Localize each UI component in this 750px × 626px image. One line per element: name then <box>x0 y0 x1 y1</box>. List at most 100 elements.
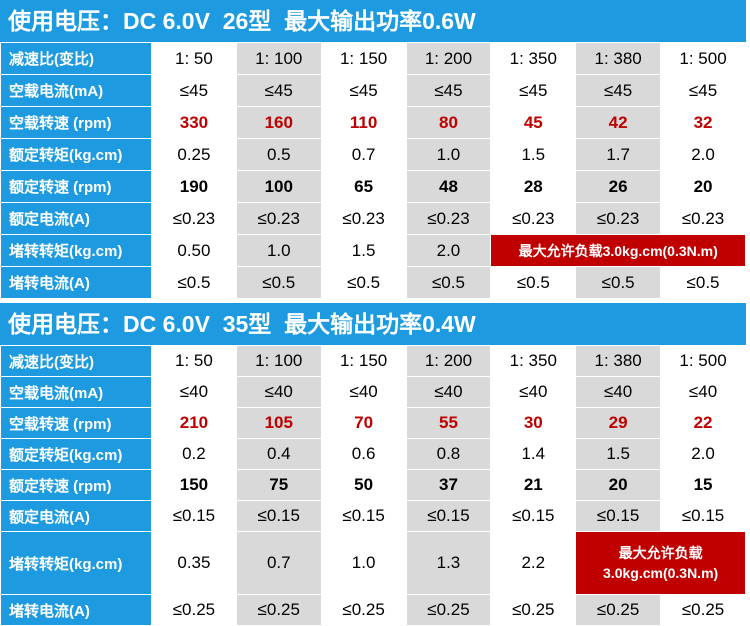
table-cell: 0.7 <box>235 531 322 595</box>
table-cell: 1: 200 <box>405 345 492 377</box>
table-cell: 0.35 <box>151 531 237 595</box>
section-title: 使用电压：DC 6.0V 35型 最大输出功率0.4W <box>0 303 746 345</box>
table-cell: 15 <box>660 469 746 501</box>
note-line: 3.0kg.cm(0.3N.m) <box>603 565 719 581</box>
table-row: 额定转速 (rpm) 150 75 50 37 21 20 15 <box>0 469 746 501</box>
row-label: 减速比(变比) <box>0 42 152 75</box>
table-cell: 42 <box>575 106 662 139</box>
spec-table: 减速比(变比) 1: 50 1: 100 1: 150 1: 200 1: 350 1: 3… <box>0 345 746 626</box>
table-cell: ≤0.5 <box>320 266 407 299</box>
table-row: 堵转转矩(kg.cm) 0.35 0.7 1.0 1.3 2.2 最大允许负载 3.0kg.c… <box>0 531 746 595</box>
row-label: 空载转速 (rpm) <box>0 106 152 139</box>
note-line: 最大允许负载 <box>618 545 703 561</box>
table-row: 减速比(变比) 1: 50 1: 100 1: 150 1: 200 1: 350 1: 3… <box>0 42 746 75</box>
table-cell: ≤40 <box>575 376 662 408</box>
table-cell: 1.5 <box>320 234 407 267</box>
max-load-note: 最大允许负载 3.0kg.cm(0.3N.m) <box>575 531 746 595</box>
row-label: 额定转矩(kg.cm) <box>0 138 152 171</box>
table-cell: 1.4 <box>490 438 577 470</box>
table-cell: 1: 500 <box>660 345 746 377</box>
table-cell: 1: 380 <box>575 345 662 377</box>
table-cell: 21 <box>490 469 577 501</box>
table-cell: 45 <box>490 106 577 139</box>
table-cell: 2.0 <box>660 138 746 171</box>
table-cell: 0.7 <box>320 138 407 171</box>
table-cell: 1.5 <box>490 138 577 171</box>
table-cell: ≤40 <box>405 376 492 408</box>
table-cell: 65 <box>320 170 407 203</box>
table-cell: ≤0.23 <box>490 202 577 235</box>
table-cell: ≤0.23 <box>320 202 407 235</box>
table-cell: 80 <box>405 106 492 139</box>
table-cell: ≤0.5 <box>235 266 322 299</box>
table-cell: 75 <box>235 469 322 501</box>
table-cell: 0.4 <box>235 438 322 470</box>
table-cell: 1: 150 <box>320 42 407 75</box>
table-cell: 160 <box>235 106 322 139</box>
table-cell: 1: 150 <box>320 345 407 377</box>
row-label: 减速比(变比) <box>0 345 152 377</box>
table-cell: ≤40 <box>490 376 577 408</box>
table-cell: 0.2 <box>151 438 237 470</box>
table-cell: 48 <box>405 170 492 203</box>
table-cell: ≤0.15 <box>405 500 492 532</box>
table-row: 空载转速 (rpm) 210 105 70 55 30 29 22 <box>0 407 746 439</box>
table-cell: ≤0.15 <box>151 500 237 532</box>
table-cell: ≤40 <box>320 376 407 408</box>
table-cell: 1: 350 <box>490 345 577 377</box>
table-cell: ≤45 <box>320 74 407 107</box>
table-cell: 22 <box>660 407 746 439</box>
table-cell: ≤45 <box>151 74 237 107</box>
table-cell: ≤45 <box>235 74 322 107</box>
note-line: 最大允许负载3.0kg.cm(0.3N.m) <box>518 242 718 259</box>
row-label: 额定电流(A) <box>0 202 152 235</box>
table-cell: 0.5 <box>235 138 322 171</box>
table-cell: 1.0 <box>235 234 322 267</box>
row-label: 堵转电流(A) <box>0 594 152 626</box>
row-label: 额定转速 (rpm) <box>0 170 152 203</box>
table-cell: 1: 50 <box>151 42 237 75</box>
table-cell: 1: 200 <box>405 42 492 75</box>
table-cell: ≤0.25 <box>575 594 662 626</box>
table-row: 额定转矩(kg.cm) 0.2 0.4 0.6 0.8 1.4 1.5 2.0 <box>0 438 746 470</box>
table-cell: ≤40 <box>660 376 746 408</box>
table-cell: 2.2 <box>490 531 577 595</box>
table-cell: 100 <box>235 170 322 203</box>
table-cell: 30 <box>490 407 577 439</box>
table-cell: 210 <box>151 407 237 439</box>
table-cell: ≤0.15 <box>660 500 746 532</box>
row-label: 空载电流(mA) <box>0 376 152 408</box>
table-cell: ≤40 <box>151 376 237 408</box>
table-cell: ≤0.25 <box>235 594 322 626</box>
table-cell: 0.50 <box>151 234 237 267</box>
table-row: 额定转矩(kg.cm) 0.25 0.5 0.7 1.0 1.5 1.7 2.0 <box>0 138 746 171</box>
table-cell: 26 <box>575 170 662 203</box>
table-cell: ≤45 <box>490 74 577 107</box>
table-cell: ≤0.23 <box>151 202 237 235</box>
table-cell: ≤0.15 <box>490 500 577 532</box>
table-cell: ≤0.25 <box>405 594 492 626</box>
table-cell: ≤45 <box>405 74 492 107</box>
table-cell: 1: 100 <box>235 345 322 377</box>
table-cell: ≤0.5 <box>405 266 492 299</box>
table-cell: ≤0.23 <box>575 202 662 235</box>
table-cell: 28 <box>490 170 577 203</box>
table-cell: 1: 500 <box>660 42 746 75</box>
table-cell: ≤45 <box>575 74 662 107</box>
row-label: 额定转矩(kg.cm) <box>0 438 152 470</box>
row-label: 额定电流(A) <box>0 500 152 532</box>
table-cell: ≤0.5 <box>151 266 237 299</box>
table-cell: ≤0.25 <box>320 594 407 626</box>
table-cell: 150 <box>151 469 237 501</box>
row-label: 空载电流(mA) <box>0 74 152 107</box>
table-cell: ≤0.23 <box>660 202 746 235</box>
table-cell: 1: 380 <box>575 42 662 75</box>
table-cell: ≤0.25 <box>660 594 746 626</box>
row-label: 额定转速 (rpm) <box>0 469 152 501</box>
table-cell: 20 <box>660 170 746 203</box>
table-row: 堵转电流(A) ≤0.5 ≤0.5 ≤0.5 ≤0.5 ≤0.5 ≤0.5 ≤0.5 <box>0 266 746 299</box>
row-label: 堵转转矩(kg.cm) <box>0 234 152 267</box>
table-cell: 1.7 <box>575 138 662 171</box>
table-cell: 0.6 <box>320 438 407 470</box>
